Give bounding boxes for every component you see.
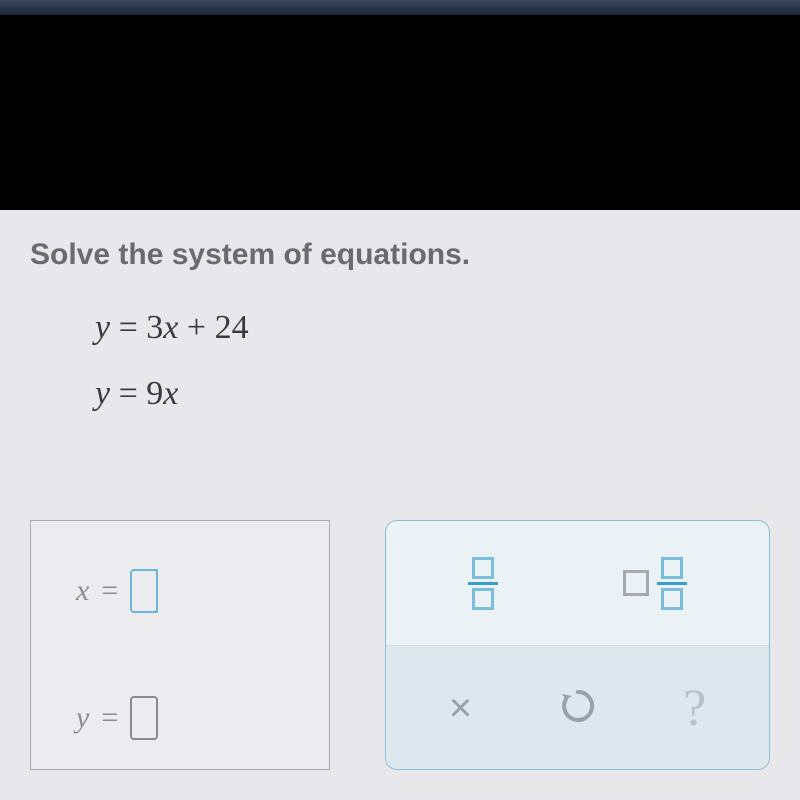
answer-box: x = y =	[30, 520, 330, 770]
fraction-numerator-icon	[472, 557, 494, 579]
y-input[interactable]	[130, 696, 158, 740]
equation-2: y = 9x	[95, 375, 178, 413]
equals-sign: =	[101, 701, 118, 735]
toolbox-actions-row: × ?	[386, 646, 769, 770]
fraction-bar-icon	[468, 582, 498, 585]
fraction-denominator-icon	[661, 588, 683, 610]
fraction-denominator-icon	[472, 588, 494, 610]
help-button[interactable]: ?	[683, 679, 706, 738]
fraction-numerator-icon	[661, 557, 683, 579]
equation-1: y = 3x + 24	[95, 309, 249, 347]
question-panel: Solve the system of equations. y = 3x + …	[0, 210, 800, 800]
math-toolbox: × ?	[385, 520, 770, 770]
mixed-number-template-button[interactable]	[623, 557, 687, 610]
answer-row-x: x =	[76, 569, 158, 613]
undo-icon	[558, 684, 598, 724]
mixed-whole-icon	[623, 570, 649, 596]
y-label: y	[76, 701, 89, 735]
prompt-text: Solve the system of equations.	[30, 238, 470, 272]
clear-button[interactable]: ×	[449, 686, 472, 731]
x-input[interactable]	[130, 569, 158, 613]
toolbox-templates-row	[386, 521, 769, 646]
equals-sign: =	[101, 574, 118, 608]
answer-row-y: y =	[76, 696, 158, 740]
window-frame-top	[0, 0, 800, 15]
fraction-template-button[interactable]	[468, 557, 498, 610]
fraction-bar-icon	[657, 582, 687, 585]
x-label: x	[76, 574, 89, 608]
undo-button[interactable]	[558, 684, 598, 734]
